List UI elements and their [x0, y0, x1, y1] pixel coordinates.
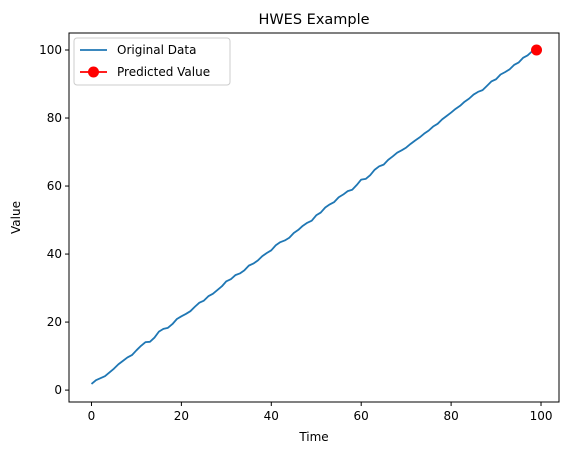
- x-axis-label: Time: [298, 430, 328, 444]
- chart-title: HWES Example: [258, 12, 369, 28]
- legend-label-original: Original Data: [117, 43, 196, 57]
- y-tick-label: 20: [47, 315, 62, 329]
- y-tick-label: 80: [47, 111, 62, 125]
- y-axis-label: Value: [9, 201, 23, 234]
- y-tick-label: 0: [54, 383, 62, 397]
- predicted-value-point: [531, 44, 543, 56]
- x-tick-label: 80: [443, 409, 458, 423]
- y-tick-label: 60: [47, 179, 62, 193]
- legend-marker-predicted: [88, 66, 99, 78]
- legend: Original Data Predicted Value: [73, 37, 231, 86]
- y-axis: 0 20 40 60 80 100: [39, 43, 69, 397]
- series-line-original-data: [90, 49, 537, 385]
- x-tick-label: 0: [88, 409, 96, 423]
- y-tick-label: 40: [47, 247, 62, 261]
- x-tick-label: 60: [354, 409, 369, 423]
- axes-frame: [68, 32, 560, 403]
- x-tick-label: 100: [530, 409, 553, 423]
- x-tick-label: 40: [264, 409, 279, 423]
- y-tick-label: 100: [39, 43, 62, 57]
- x-tick-label: 20: [174, 409, 189, 423]
- legend-frame: [73, 37, 231, 86]
- legend-label-predicted: Predicted Value: [117, 65, 210, 79]
- x-axis: 0 20 40 60 80 100: [88, 402, 553, 423]
- plot-area: [90, 44, 543, 385]
